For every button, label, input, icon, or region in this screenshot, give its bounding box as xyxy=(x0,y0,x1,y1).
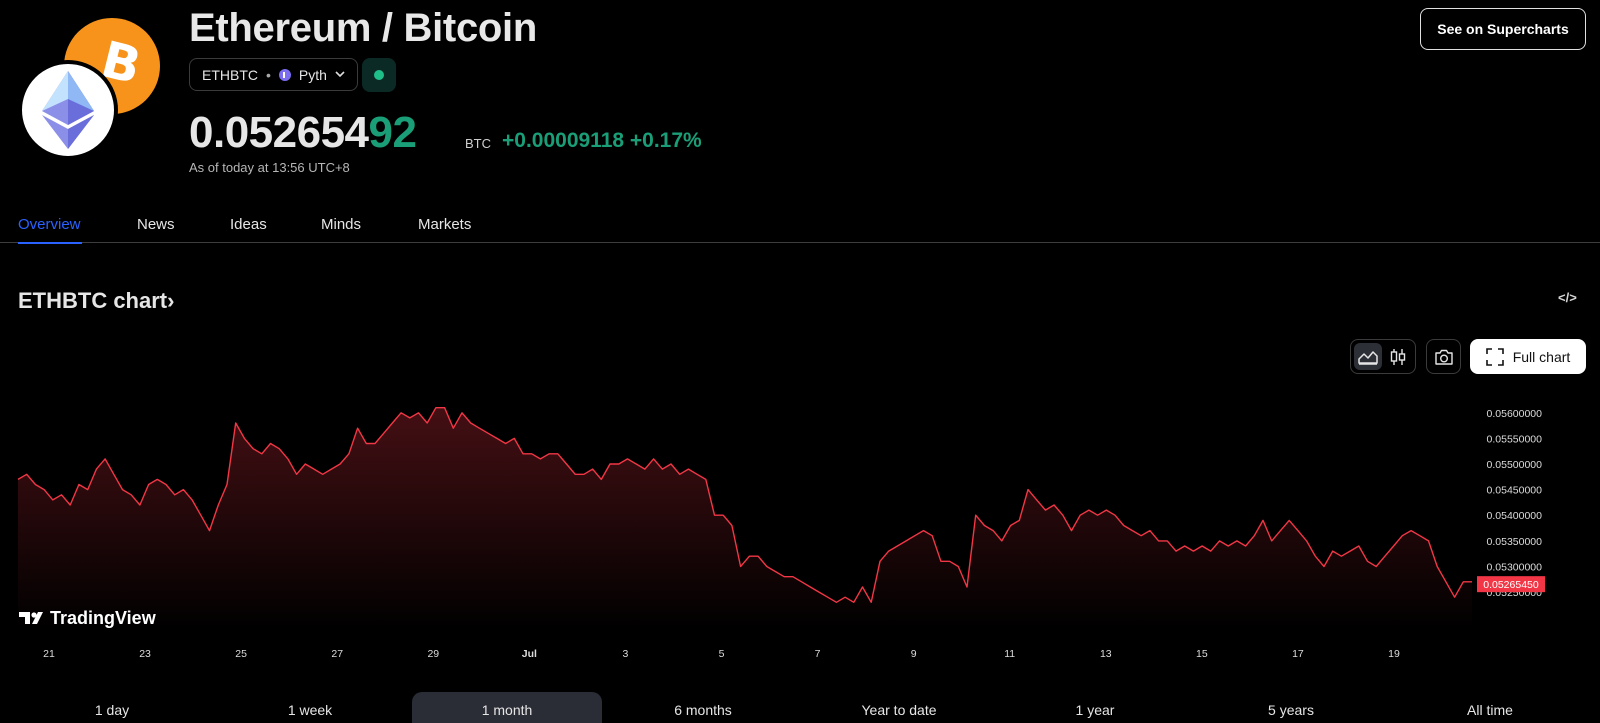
price-unit: BTC xyxy=(465,136,491,151)
tab-markets[interactable]: Markets xyxy=(418,216,472,233)
page-title: Ethereum / Bitcoin xyxy=(189,6,537,50)
tradingview-brand: TradingView xyxy=(50,608,157,628)
range-5-years[interactable]: 5 years xyxy=(1268,702,1314,718)
x-tick-label: 27 xyxy=(331,648,343,660)
snapshot-button[interactable] xyxy=(1426,339,1461,374)
y-tick-label: 0.05450000 xyxy=(1487,485,1543,497)
last-price-tag-bg xyxy=(1477,576,1545,593)
camera-icon xyxy=(1434,349,1453,365)
price-timestamp: As of today at 13:56 UTC+8 xyxy=(189,160,350,175)
y-tick-label: 0.05550000 xyxy=(1487,433,1543,445)
current-price: 0.05265492 xyxy=(189,108,417,158)
x-tick-label: 11 xyxy=(1004,648,1015,660)
embed-code-icon[interactable]: </> xyxy=(1558,290,1577,305)
y-axis: 0.05600000 0.05550000 0.05500000 0.05450000… xyxy=(1487,408,1543,599)
x-tick-label: 19 xyxy=(1388,648,1400,660)
range-year-to-date[interactable]: Year to date xyxy=(861,702,937,718)
chevron-right-icon: › xyxy=(167,288,175,313)
price-change: +0.00009118 +0.17% xyxy=(502,129,702,152)
range-1-week[interactable]: 1 week xyxy=(287,702,333,718)
price-highlight: 92 xyxy=(368,108,417,157)
ethereum-icon xyxy=(18,60,118,160)
range-6-months[interactable]: 6 months xyxy=(674,702,732,718)
symbol-provider-dropdown[interactable]: ETHBTC • Pyth xyxy=(189,58,358,91)
tradingview-logo[interactable]: TradingView xyxy=(19,608,157,628)
range-selector: 1 day 1 week 1 month 6 months Year to da… xyxy=(0,692,1600,723)
x-tick-label: 15 xyxy=(1196,648,1208,660)
last-price-label: 0.05265450 xyxy=(1483,579,1539,591)
y-tick-label: 0.05300000 xyxy=(1487,561,1543,573)
price-area-chart[interactable]: 0.05600000 0.05550000 0.05500000 0.05450000… xyxy=(0,380,1600,670)
x-tick-label: 13 xyxy=(1100,648,1112,660)
live-dot-icon xyxy=(374,70,384,80)
separator: • xyxy=(266,66,271,83)
x-tick-label: 25 xyxy=(235,648,247,660)
range-1-day[interactable]: 1 day xyxy=(94,702,130,718)
x-tick-label: 9 xyxy=(911,648,917,660)
y-tick-label: 0.05400000 xyxy=(1487,510,1543,522)
y-tick-label: 0.05600000 xyxy=(1487,408,1543,420)
provider-label: Pyth xyxy=(298,66,327,83)
see-on-supercharts-button[interactable]: See on Supercharts xyxy=(1420,8,1586,50)
full-chart-button[interactable]: Full chart xyxy=(1470,339,1586,374)
price-line xyxy=(17,407,1472,603)
y-tick-label: 0.05350000 xyxy=(1487,536,1543,548)
range-1-month[interactable]: 1 month xyxy=(412,692,602,723)
x-tick-label: 23 xyxy=(139,648,151,660)
price-main: 0.052654 xyxy=(189,108,369,157)
x-tick-label: 21 xyxy=(43,648,55,660)
x-tick-label: 5 xyxy=(719,648,725,660)
active-tab-indicator xyxy=(18,242,82,244)
section-tabs: Overview News Ideas Minds Markets xyxy=(0,205,1600,244)
x-axis: 21 23 25 27 29 Jul 3 5 7 9 11 13 15 17 19 xyxy=(43,648,1400,660)
tab-overview[interactable]: Overview xyxy=(18,216,81,233)
y-tick-label: 0.05500000 xyxy=(1487,459,1543,471)
pair-logos: B xyxy=(18,16,166,164)
x-tick-label: 17 xyxy=(1292,648,1304,660)
tradingview-icon xyxy=(19,612,30,624)
area-chart-icon xyxy=(1358,350,1378,365)
fullscreen-icon xyxy=(1485,347,1504,366)
chart-title: ETHBTC chart xyxy=(18,288,168,313)
last-price-tag: 0.05265450 xyxy=(1477,576,1545,593)
x-tick-label: 3 xyxy=(623,648,629,660)
symbol-label: ETHBTC xyxy=(202,66,258,83)
x-tick-label: 7 xyxy=(815,648,821,660)
chart-title-link[interactable]: ETHBTC chart› xyxy=(18,288,174,314)
chevron-down-icon xyxy=(335,69,345,81)
market-status-indicator[interactable] xyxy=(362,58,396,92)
area-chart-button[interactable] xyxy=(1354,343,1382,370)
price-area-fill xyxy=(18,407,1472,630)
chart-type-toggle xyxy=(1350,339,1416,374)
range-all-time[interactable]: All time xyxy=(1467,702,1513,718)
x-tick-label: 29 xyxy=(427,648,439,660)
range-1-year[interactable]: 1 year xyxy=(1075,702,1115,718)
x-tick-label: Jul xyxy=(522,648,537,660)
full-chart-label: Full chart xyxy=(1512,348,1571,365)
tab-minds[interactable]: Minds xyxy=(321,216,362,233)
tab-news[interactable]: News xyxy=(137,216,175,233)
pyth-icon xyxy=(278,68,291,81)
candlestick-icon xyxy=(1390,348,1406,365)
tab-ideas[interactable]: Ideas xyxy=(230,216,267,233)
candles-chart-button[interactable] xyxy=(1384,343,1412,370)
